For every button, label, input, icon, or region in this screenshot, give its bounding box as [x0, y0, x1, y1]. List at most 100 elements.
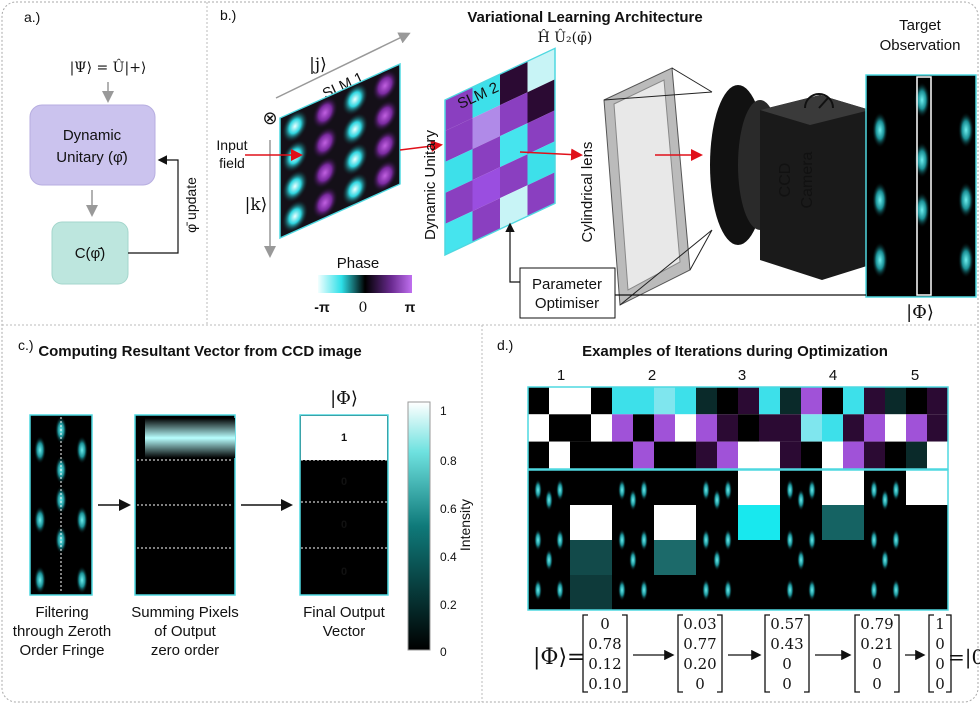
fringe	[534, 529, 542, 551]
phase-pixel	[801, 414, 822, 441]
phase-pixel	[843, 414, 864, 441]
label: 0.20	[683, 655, 716, 673]
label: π	[405, 299, 416, 315]
label: 0.57	[770, 615, 803, 633]
fringe	[724, 479, 732, 501]
fringe	[958, 242, 974, 278]
phase-pixel	[780, 442, 801, 469]
phase-pixel	[738, 414, 759, 441]
label: 1	[557, 367, 565, 384]
label: of Output	[154, 623, 217, 640]
fringe	[556, 479, 564, 501]
figure: a.)|Ψ⟩ = Û|+⟩DynamicUnitary (φ̄)C(φ̄)φ̄ …	[0, 0, 980, 704]
label: Cylindrical lens	[579, 142, 596, 243]
fringe	[724, 529, 732, 551]
fringe	[545, 489, 553, 511]
phase-pixel	[654, 442, 675, 469]
phase-pixel	[717, 387, 738, 414]
fringe	[872, 242, 888, 278]
label: 1	[440, 404, 447, 418]
label: 0	[341, 566, 347, 578]
intensity-cell	[738, 575, 780, 610]
phase-pixel	[864, 387, 885, 414]
phase-pixel	[885, 414, 906, 441]
label: zero order	[151, 642, 219, 659]
phase-pixel	[633, 387, 654, 414]
label: 0	[935, 675, 945, 693]
label: 0.10	[588, 675, 621, 693]
fringe	[34, 506, 46, 534]
label: 0	[872, 675, 882, 693]
fringe	[702, 479, 710, 501]
label: 0	[782, 675, 792, 693]
fringe	[892, 579, 900, 601]
label: Unitary (φ̄)	[56, 149, 127, 166]
label: d.)	[497, 337, 513, 353]
label: 0.03	[683, 615, 716, 633]
fringe	[872, 182, 888, 218]
intensity-cell	[822, 575, 864, 610]
label: Computing Resultant Vector from CCD imag…	[38, 343, 361, 360]
phase-pixel	[822, 414, 843, 441]
phase-pixel	[843, 387, 864, 414]
phase-pixel	[675, 414, 696, 441]
phase-pixel	[927, 387, 948, 414]
fringe	[629, 489, 637, 511]
label: Parameter	[532, 276, 602, 293]
label: Order Fringe	[19, 642, 104, 659]
phase-pixel	[633, 442, 654, 469]
label: a.)	[24, 9, 40, 25]
label: 0.4	[440, 550, 457, 564]
phase-pixel	[738, 387, 759, 414]
label: CCD	[777, 163, 794, 198]
label: 1	[935, 615, 945, 633]
label: C(φ̄)	[75, 245, 106, 262]
phase-pixel	[570, 414, 591, 441]
phase-pixel	[759, 442, 780, 469]
phase-pixel	[780, 387, 801, 414]
label: b.)	[220, 7, 236, 23]
phase-pixel	[696, 387, 717, 414]
label: 0.43	[770, 635, 803, 653]
label: Observation	[880, 37, 961, 54]
phase-pixel	[675, 442, 696, 469]
phase-pixel	[591, 414, 612, 441]
label: |k⟩	[245, 195, 268, 215]
phase-pixel	[822, 387, 843, 414]
label: Phase	[337, 255, 380, 272]
phase-pixel	[843, 442, 864, 469]
phase-pixel	[654, 387, 675, 414]
fringe	[958, 112, 974, 148]
intensity-cell	[906, 470, 948, 505]
fringe	[640, 529, 648, 551]
phase-pixel	[759, 387, 780, 414]
label: φ̄ update	[183, 177, 199, 233]
label: 3	[738, 367, 746, 384]
label: 0.77	[683, 635, 716, 653]
label: 0	[782, 655, 792, 673]
phase-pixel	[549, 387, 570, 414]
label: 5	[911, 367, 919, 384]
fringe	[34, 436, 46, 464]
intensity-colorbar	[408, 402, 430, 650]
label: |Ψ⟩ = Û|+⟩	[70, 58, 147, 76]
intensity-cell	[570, 470, 612, 505]
label: Summing Pixels	[131, 604, 239, 621]
fringe	[545, 549, 553, 571]
intensity-cell	[570, 505, 612, 540]
fringe	[702, 579, 710, 601]
label: Ĥ Û₂(φ̄)	[538, 28, 593, 46]
fringe	[881, 489, 889, 511]
label: |Φ⟩=	[533, 645, 585, 670]
intensity-cell	[906, 540, 948, 575]
fringe	[786, 529, 794, 551]
fringe	[713, 549, 721, 571]
label: 0	[341, 519, 347, 531]
fringe	[713, 489, 721, 511]
fringe	[618, 529, 626, 551]
fringe	[808, 579, 816, 601]
sum-bar	[145, 418, 235, 458]
label: 0	[935, 635, 945, 653]
fringe	[870, 479, 878, 501]
label: =|0⟩	[948, 645, 980, 670]
